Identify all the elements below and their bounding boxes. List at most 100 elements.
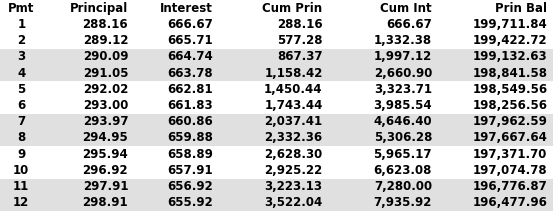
Bar	[134, 81, 219, 97]
Bar	[219, 146, 328, 162]
Bar	[437, 97, 553, 114]
Bar	[328, 0, 437, 16]
Text: 655.92: 655.92	[168, 196, 213, 209]
Text: 1,743.44: 1,743.44	[264, 99, 322, 112]
Text: 2,332.36: 2,332.36	[264, 131, 322, 145]
Text: 2,925.22: 2,925.22	[264, 164, 322, 177]
Text: 660.86: 660.86	[168, 115, 213, 128]
Text: Pmt: Pmt	[8, 2, 34, 15]
Bar	[328, 195, 437, 211]
Bar	[219, 162, 328, 179]
Text: 577.28: 577.28	[277, 34, 322, 47]
Text: 297.91: 297.91	[82, 180, 128, 193]
Bar	[43, 49, 134, 65]
Text: 2,628.30: 2,628.30	[264, 148, 322, 161]
Text: 196,776.87: 196,776.87	[473, 180, 547, 193]
Bar	[43, 81, 134, 97]
Text: 6: 6	[17, 99, 25, 112]
Bar	[134, 130, 219, 146]
Text: 298.91: 298.91	[82, 196, 128, 209]
Bar	[219, 97, 328, 114]
Text: 666.67: 666.67	[168, 18, 213, 31]
Bar	[134, 195, 219, 211]
Bar	[437, 49, 553, 65]
Bar	[437, 0, 553, 16]
Text: 9: 9	[17, 148, 25, 161]
Text: 6,623.08: 6,623.08	[374, 164, 432, 177]
Text: 294.95: 294.95	[82, 131, 128, 145]
Bar	[134, 65, 219, 81]
Text: 658.89: 658.89	[168, 148, 213, 161]
Text: 288.16: 288.16	[82, 18, 128, 31]
Text: 3,323.71: 3,323.71	[374, 83, 432, 96]
Bar	[219, 0, 328, 16]
Text: 293.97: 293.97	[82, 115, 128, 128]
Bar	[43, 195, 134, 211]
Bar	[328, 65, 437, 81]
Text: 198,549.56: 198,549.56	[472, 83, 547, 96]
Bar	[0, 65, 43, 81]
Bar	[219, 49, 328, 65]
Text: Prin Bal: Prin Bal	[495, 2, 547, 15]
Bar	[328, 162, 437, 179]
Bar	[219, 130, 328, 146]
Bar	[328, 146, 437, 162]
Bar	[328, 130, 437, 146]
Bar	[43, 114, 134, 130]
Bar	[0, 0, 43, 16]
Bar	[134, 16, 219, 32]
Text: 288.16: 288.16	[277, 18, 322, 31]
Text: 7: 7	[17, 115, 25, 128]
Text: 197,667.64: 197,667.64	[473, 131, 547, 145]
Text: 197,074.78: 197,074.78	[473, 164, 547, 177]
Text: 289.12: 289.12	[82, 34, 128, 47]
Text: 867.37: 867.37	[277, 50, 322, 63]
Bar	[0, 179, 43, 195]
Text: 5,306.28: 5,306.28	[374, 131, 432, 145]
Bar	[43, 130, 134, 146]
Text: 5,965.17: 5,965.17	[373, 148, 432, 161]
Bar	[437, 162, 553, 179]
Text: 1,450.44: 1,450.44	[264, 83, 322, 96]
Bar	[43, 65, 134, 81]
Bar	[134, 97, 219, 114]
Bar	[328, 114, 437, 130]
Bar	[43, 162, 134, 179]
Bar	[219, 81, 328, 97]
Text: 4,646.40: 4,646.40	[373, 115, 432, 128]
Text: 198,256.56: 198,256.56	[472, 99, 547, 112]
Text: 7,935.92: 7,935.92	[374, 196, 432, 209]
Bar	[328, 97, 437, 114]
Text: 2: 2	[17, 34, 25, 47]
Text: 664.74: 664.74	[168, 50, 213, 63]
Text: 2,660.90: 2,660.90	[374, 66, 432, 80]
Bar	[134, 146, 219, 162]
Bar	[43, 179, 134, 195]
Text: 197,962.59: 197,962.59	[473, 115, 547, 128]
Bar	[219, 114, 328, 130]
Bar	[43, 32, 134, 49]
Bar	[219, 179, 328, 195]
Text: 12: 12	[13, 196, 29, 209]
Bar	[328, 81, 437, 97]
Text: 293.00: 293.00	[83, 99, 128, 112]
Text: 7,280.00: 7,280.00	[374, 180, 432, 193]
Bar	[437, 16, 553, 32]
Bar	[0, 49, 43, 65]
Bar	[0, 130, 43, 146]
Bar	[437, 130, 553, 146]
Text: 663.78: 663.78	[168, 66, 213, 80]
Text: 296.92: 296.92	[82, 164, 128, 177]
Bar	[0, 114, 43, 130]
Text: 199,711.84: 199,711.84	[473, 18, 547, 31]
Text: 3,522.04: 3,522.04	[264, 196, 322, 209]
Bar	[43, 16, 134, 32]
Bar	[0, 32, 43, 49]
Text: 11: 11	[13, 180, 29, 193]
Text: 8: 8	[17, 131, 25, 145]
Bar	[0, 162, 43, 179]
Text: 3,223.13: 3,223.13	[265, 180, 322, 193]
Bar	[0, 195, 43, 211]
Bar	[219, 32, 328, 49]
Text: 656.92: 656.92	[168, 180, 213, 193]
